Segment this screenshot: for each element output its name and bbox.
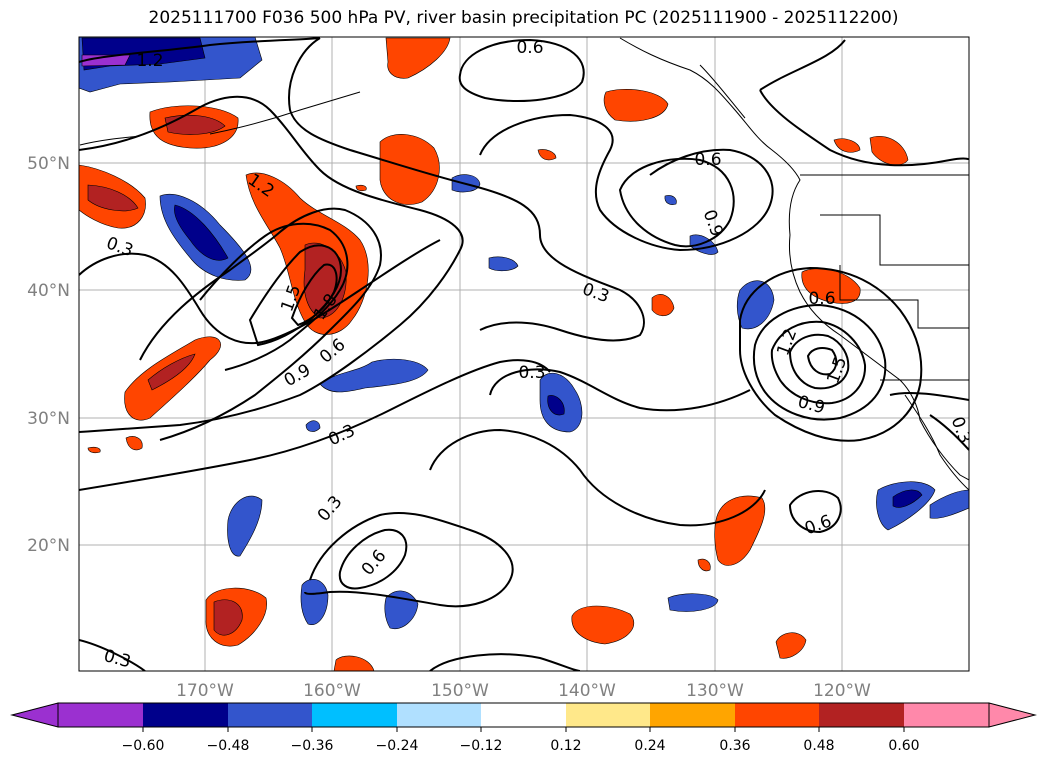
latitude-labels: 50°N 40°N 30°N 20°N [27, 154, 70, 556]
map-frame [78, 36, 970, 672]
colorbar-segment [228, 703, 312, 727]
colorbar-tick-label: −0.12 [460, 738, 503, 754]
colorbar-segment [481, 703, 566, 727]
lon-label: 130°W [686, 681, 744, 701]
colorbar-segment [819, 703, 904, 727]
colorbar-segment [566, 703, 650, 727]
colorbar-tick-label: 0.36 [719, 738, 750, 754]
lon-label: 170°W [176, 681, 234, 701]
colorbar-min-extend [10, 702, 59, 728]
map-title: 2025111700 F036 500 hPa PV, river basin … [148, 8, 899, 28]
colorbar-segment [735, 703, 819, 727]
colorbar-tick-label: 0.24 [634, 738, 665, 754]
colorbar-segment [58, 703, 143, 727]
colorbar-segment [650, 703, 735, 727]
colorbar-tick-label: −0.36 [291, 738, 334, 754]
lat-label: 30°N [27, 409, 70, 429]
negative-anomaly-regions [79, 37, 969, 630]
lat-label: 40°N [27, 281, 70, 301]
contour-label: 0.6 [694, 150, 721, 170]
colorbar-segment [904, 703, 989, 727]
contour-label: 1.2 [136, 51, 163, 71]
colorbar-frame [57, 702, 990, 728]
lat-label: 50°N [27, 154, 70, 174]
colorbar-tick-label: −0.48 [207, 738, 250, 754]
pv-contours [79, 37, 969, 671]
colorbar-segment [143, 703, 228, 727]
colorbar-tick-label: −0.24 [376, 738, 419, 754]
coastlines [79, 37, 969, 491]
colorbar-tick-label: 0.12 [550, 738, 581, 754]
colorbar-tick-label: 0.48 [803, 738, 834, 754]
longitude-labels: 170°W 160°W 150°W 140°W 130°W 120°W [176, 681, 871, 701]
colorbar-tick-label: 0.60 [888, 738, 919, 754]
lat-label: 20°N [27, 536, 70, 556]
lon-label: 150°W [431, 681, 489, 701]
colorbar-segment [397, 703, 481, 727]
colorbar-segment [312, 703, 397, 727]
contour-label: 0.3 [518, 363, 545, 383]
colorbar: −0.60 −0.48 −0.36 −0.24 −0.12 0.12 0.24 … [10, 702, 1037, 754]
colorbar-tick-label: −0.60 [122, 738, 165, 754]
lon-label: 120°W [813, 681, 871, 701]
lon-label: 160°W [303, 681, 361, 701]
contour-label: 0.6 [516, 38, 543, 58]
contour-label: 0.6 [808, 289, 835, 309]
colorbar-max-extend [988, 702, 1037, 728]
lon-label: 140°W [558, 681, 616, 701]
